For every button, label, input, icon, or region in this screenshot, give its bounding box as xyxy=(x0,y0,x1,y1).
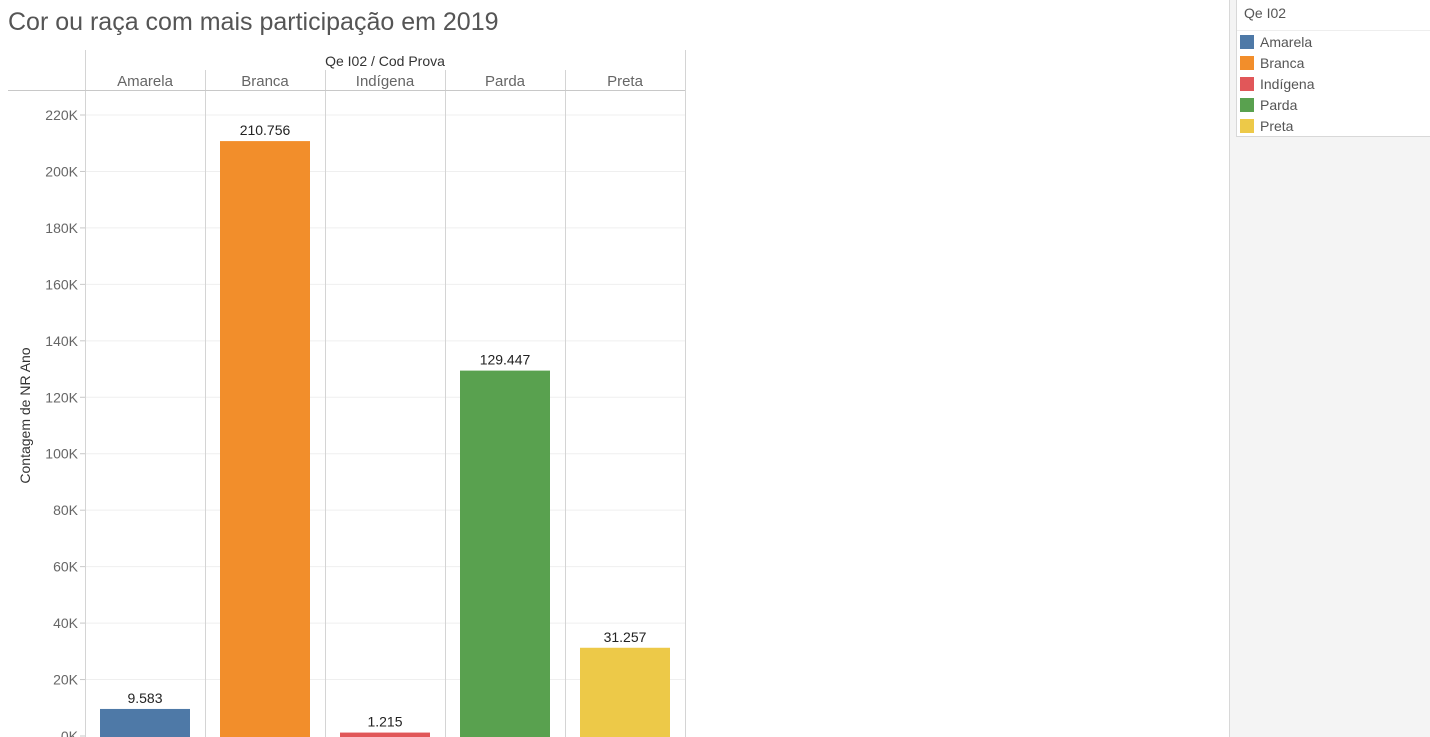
x-category-label: Branca xyxy=(241,73,289,90)
y-tick-label: 200K xyxy=(45,163,78,179)
bar xyxy=(580,647,670,737)
y-tick-label: 40K xyxy=(53,615,79,631)
bar xyxy=(460,370,550,737)
y-tick-label: 160K xyxy=(45,276,78,292)
x-category-label: Indígena xyxy=(356,73,415,90)
data-label: 31.257 xyxy=(604,629,647,645)
legend-swatch xyxy=(1240,118,1254,133)
legend-label: Indígena xyxy=(1260,75,1315,92)
bar-chart: 0K 20K 40K 60K 80K 100K 120K 140K 160K 180K 200K 22… xyxy=(8,50,686,737)
legend-label: Amarela xyxy=(1260,33,1313,50)
bar xyxy=(220,141,310,737)
legend-item-indigena[interactable]: Indígena xyxy=(1237,73,1430,94)
legend-item-amarela[interactable]: Amarela xyxy=(1237,31,1430,52)
y-axis-label: Contagem de NR Ano xyxy=(17,347,33,483)
y-tick-label: 180K xyxy=(45,220,78,236)
legend-label: Preta xyxy=(1260,117,1294,134)
y-tick-label: 140K xyxy=(45,333,78,349)
y-tick-label: 220K xyxy=(45,107,78,123)
y-tick-label: 60K xyxy=(53,559,79,575)
legend-label: Branca xyxy=(1260,54,1305,71)
x-category-label: Amarela xyxy=(117,73,174,90)
y-tick-label: 100K xyxy=(45,446,78,462)
chart-title: Cor ou raça com mais participação em 201… xyxy=(8,8,499,36)
legend-item-parda[interactable]: Parda xyxy=(1237,94,1430,115)
legend-item-preta[interactable]: Preta xyxy=(1237,115,1430,136)
y-tick-label: 120K xyxy=(45,389,78,405)
data-label: 1.215 xyxy=(367,714,402,730)
legend-label: Parda xyxy=(1260,96,1298,113)
y-tick-label: 20K xyxy=(53,672,79,688)
data-label: 210.756 xyxy=(240,122,291,138)
legend: Qe I02 Amarela Branca Indígena Parda Pre… xyxy=(1236,0,1430,137)
x-category-label: Preta xyxy=(607,73,644,90)
bar xyxy=(340,732,430,737)
legend-swatch xyxy=(1240,97,1254,112)
y-tick-label: 0K xyxy=(61,728,79,737)
y-tick-label: 80K xyxy=(53,502,79,518)
legend-item-branca[interactable]: Branca xyxy=(1237,52,1430,73)
legend-title: Qe I02 xyxy=(1237,0,1430,31)
column-header: Qe I02 / Cod Prova xyxy=(325,53,445,69)
data-label: 9.583 xyxy=(127,690,162,706)
legend-swatch xyxy=(1240,55,1254,70)
legend-swatch xyxy=(1240,34,1254,49)
bar xyxy=(100,708,190,737)
data-label: 129.447 xyxy=(480,352,531,368)
x-category-label: Parda xyxy=(485,73,526,90)
legend-swatch xyxy=(1240,76,1254,91)
